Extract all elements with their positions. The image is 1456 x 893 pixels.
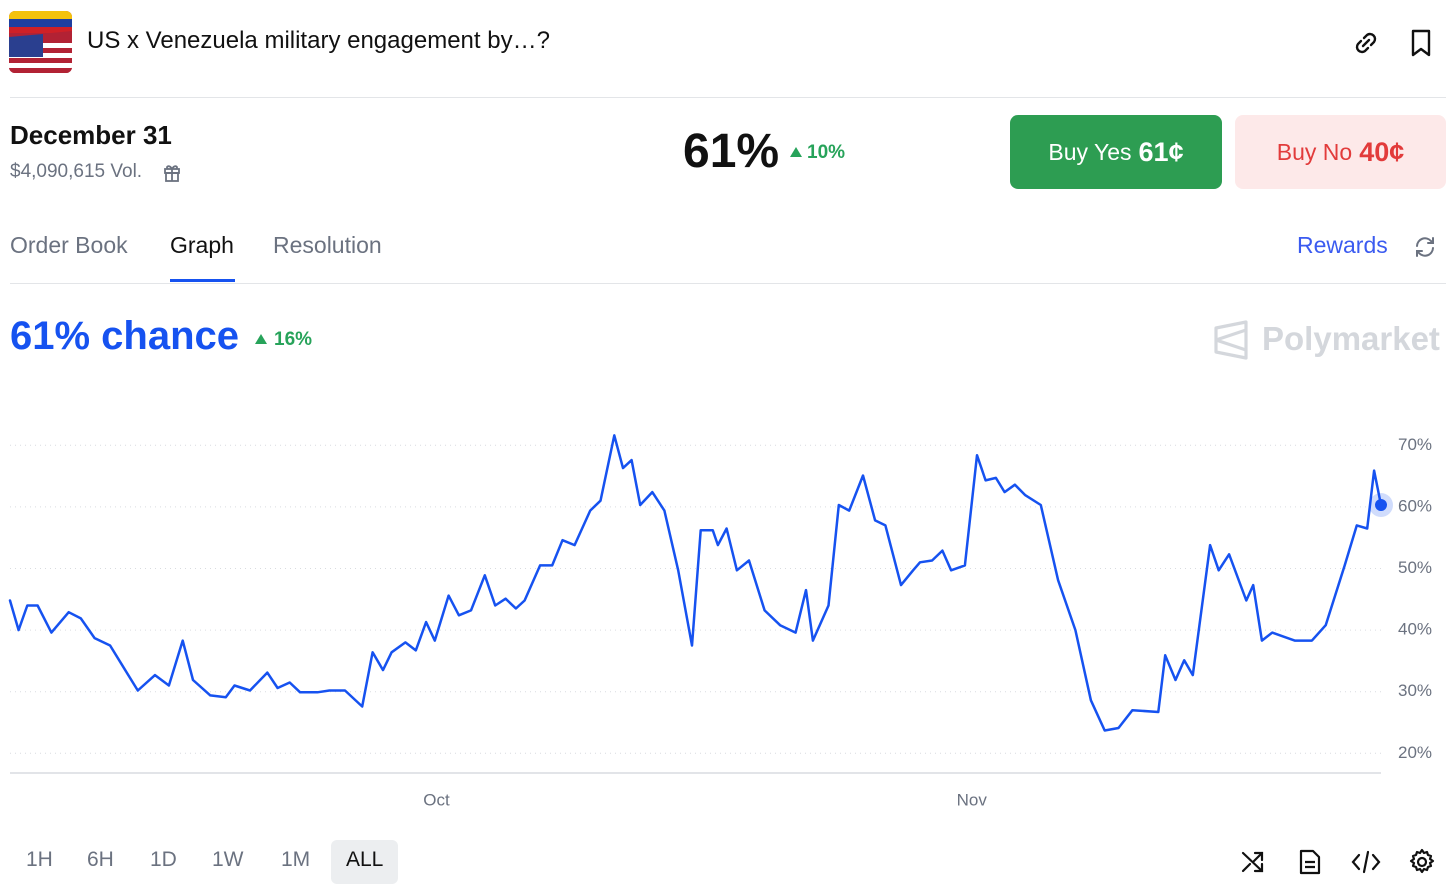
buy-no-price: 40¢	[1359, 136, 1405, 167]
tab[interactable]: Resolution	[273, 232, 382, 258]
chart-title: 61% chance	[10, 314, 240, 358]
buy-yes-price: 61¢	[1138, 136, 1184, 167]
shuffle-button[interactable]	[1240, 849, 1266, 875]
settings-button[interactable]	[1408, 848, 1436, 876]
market-date: December 31	[10, 120, 172, 150]
rewards-link[interactable]: Rewards	[1297, 232, 1388, 258]
bookmark-button[interactable]	[1408, 28, 1434, 58]
y-tick-label: 50%	[1398, 558, 1432, 577]
x-tick-label: Nov	[957, 790, 988, 809]
range-button[interactable]: 1D	[150, 848, 177, 871]
y-tick-label: 20%	[1398, 743, 1432, 762]
tab[interactable]: Order Book	[10, 232, 128, 258]
buy-yes-label: Buy Yes	[1048, 138, 1132, 165]
refresh-button[interactable]	[1413, 235, 1437, 259]
range-button[interactable]: 1H	[26, 848, 53, 871]
last-point	[1375, 499, 1387, 512]
tab[interactable]: Graph	[170, 232, 234, 258]
watermark: Polymarket	[1262, 320, 1440, 357]
up-arrow	[790, 147, 802, 157]
chart-change: 16%	[274, 329, 313, 350]
buy-no-button[interactable]: Buy No 40¢	[1235, 115, 1446, 189]
tab-underline	[170, 279, 235, 282]
range-button[interactable]: 1W	[212, 848, 244, 871]
divider	[10, 283, 1446, 284]
flag-icon	[9, 11, 72, 73]
up-arrow	[255, 334, 267, 344]
link-button[interactable]	[1352, 29, 1380, 57]
document-button[interactable]	[1297, 848, 1323, 876]
y-tick-label: 30%	[1398, 681, 1432, 700]
range-button[interactable]: 1M	[281, 848, 311, 871]
market-title: US x Venezuela military engagement by…?	[87, 27, 550, 54]
price: 61%	[683, 125, 780, 178]
x-tick-label: Oct	[423, 790, 450, 809]
price-change: 10%	[807, 142, 846, 163]
volume: $4,090,615 Vol.	[10, 161, 143, 182]
divider	[10, 97, 1446, 98]
range-selected-bg	[331, 840, 398, 884]
gift-icon	[164, 165, 180, 182]
range-button[interactable]: ALL	[346, 848, 384, 871]
y-tick-label: 40%	[1398, 620, 1432, 639]
watermark-logo	[1214, 320, 1248, 360]
buy-yes-button[interactable]: Buy Yes 61¢	[1010, 115, 1222, 189]
buy-no-label: Buy No	[1276, 138, 1353, 165]
y-tick-label: 60%	[1398, 496, 1432, 515]
price-line	[8, 434, 1383, 732]
chart: 20% 30% 40% 50% 60% 70% Oct Nov	[8, 434, 1432, 809]
y-tick-label: 70%	[1398, 435, 1432, 454]
range-button[interactable]: 6H	[87, 848, 114, 871]
embed-button[interactable]	[1351, 849, 1381, 875]
